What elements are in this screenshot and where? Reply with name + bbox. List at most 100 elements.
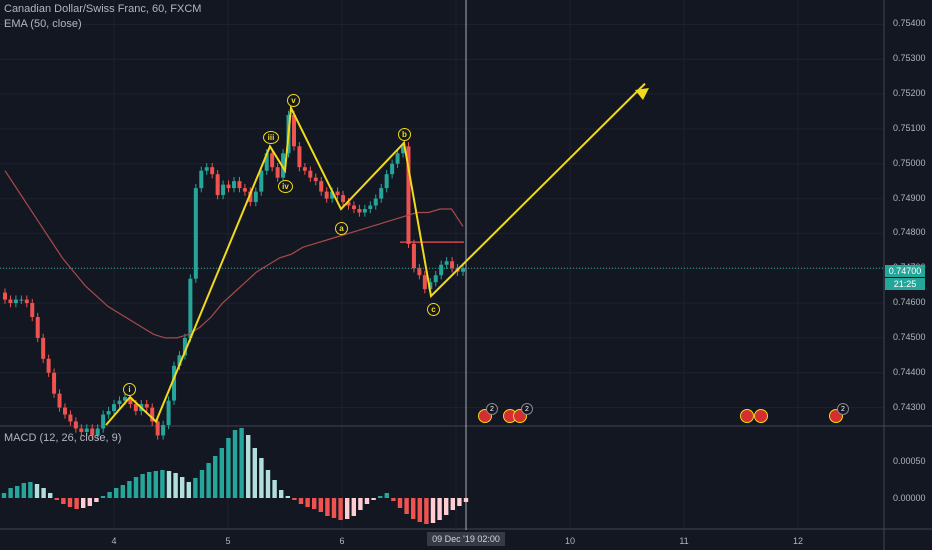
candle-body <box>133 404 138 412</box>
macd-bar <box>265 470 271 498</box>
event-flag-ca-2[interactable]: 2 <box>513 403 533 423</box>
price-tick: 0.74500 <box>893 331 926 342</box>
price-tick: 0.74600 <box>893 297 926 308</box>
macd-bar <box>424 498 429 524</box>
candle-body <box>68 414 73 422</box>
event-flag-ch[interactable]: 2 <box>478 403 498 423</box>
event-flag-ca-4[interactable] <box>754 409 768 423</box>
macd-bar <box>120 485 125 498</box>
macd-legend[interactable]: MACD (12, 26, close, 9) <box>4 432 122 444</box>
candle-body <box>52 372 57 394</box>
candle-body <box>161 425 166 436</box>
candle-body <box>150 407 155 422</box>
price-tick: 0.75100 <box>893 122 926 133</box>
candle-body <box>144 404 149 408</box>
candle-body <box>253 191 258 203</box>
macd-bar <box>94 498 99 502</box>
candle-body <box>433 275 438 283</box>
macd-bar <box>437 498 442 520</box>
current-price-badge: 0.74700 <box>885 265 925 277</box>
candle-body <box>62 407 67 415</box>
macd-bar <box>397 498 403 508</box>
candle-body <box>379 188 384 199</box>
candle-body <box>242 188 247 192</box>
wave-label-c[interactable]: c <box>427 303 440 316</box>
macd-bar <box>305 498 310 507</box>
macd-bar <box>298 498 304 504</box>
candle-body <box>188 278 193 338</box>
macd-bar <box>1 493 7 498</box>
macd-bar <box>87 498 92 506</box>
macd-bar <box>15 486 20 498</box>
candle-body <box>3 292 7 300</box>
macd-bar <box>285 496 290 498</box>
candle-body <box>248 191 253 203</box>
wave-label-a[interactable]: a <box>335 222 348 235</box>
candle-body <box>362 209 367 213</box>
candle-body <box>373 198 378 206</box>
price-tick: 0.75200 <box>893 88 926 99</box>
wave-label-iii[interactable]: iii <box>263 131 279 144</box>
elliott-wave-path <box>105 82 646 426</box>
macd-bar <box>61 498 66 504</box>
macd-bar <box>318 498 323 512</box>
macd-bar <box>430 498 436 523</box>
ema-legend[interactable]: EMA (50, close) <box>4 18 82 30</box>
wave-label-iv[interactable]: iv <box>278 180 293 193</box>
candle-body <box>308 170 313 178</box>
wave-label-b[interactable]: b <box>398 128 411 141</box>
event-flag-ca-3[interactable] <box>740 409 754 423</box>
wave-label-v[interactable]: v <box>287 94 300 107</box>
macd-bar <box>34 484 40 498</box>
candle-body <box>335 191 340 196</box>
candle-body <box>182 337 187 356</box>
wave-label-i[interactable]: i <box>123 383 136 396</box>
candle-body <box>324 191 329 199</box>
candle-body <box>395 153 400 164</box>
macd-bar <box>8 488 13 498</box>
candle-body <box>275 167 280 178</box>
event-count: 2 <box>486 403 498 415</box>
candle-body <box>24 299 29 304</box>
candle-body <box>13 299 18 304</box>
candle-body <box>215 174 220 196</box>
candle-body <box>461 268 465 272</box>
candle-body <box>319 181 324 192</box>
macd-bar <box>219 448 224 498</box>
macd-bar <box>391 498 396 501</box>
macd-bar <box>239 428 244 498</box>
candle-body <box>221 184 226 196</box>
candle-body <box>450 261 455 269</box>
macd-bar <box>252 448 257 498</box>
candle-body <box>30 303 35 318</box>
candle-body <box>35 317 40 338</box>
macd-bar <box>48 493 53 498</box>
macd-bar <box>186 482 191 498</box>
candle-body <box>210 167 215 175</box>
candle-body <box>41 337 46 359</box>
macd-bar <box>457 498 462 506</box>
candle-body <box>384 174 389 189</box>
countdown-badge: 21:25 <box>885 278 925 290</box>
candle-body <box>90 428 95 436</box>
macd-bar <box>232 430 238 498</box>
candle-body <box>259 170 264 192</box>
candle-body <box>357 209 362 213</box>
macd-bar <box>444 498 449 515</box>
macd-bar <box>331 498 337 518</box>
event-flag-ch-2[interactable]: 2 <box>829 403 849 423</box>
macd-bar <box>160 470 165 498</box>
macd-bar <box>279 490 284 498</box>
wave-target-arrowhead <box>635 88 649 100</box>
macd-bar <box>450 498 455 510</box>
macd-bar <box>351 498 356 516</box>
candle-body <box>193 188 198 279</box>
symbol-title[interactable]: Canadian Dollar/Swiss Franc, 60, FXCM <box>4 3 202 15</box>
macd-tick-1: 0.00000 <box>893 493 926 503</box>
candle-body <box>330 191 335 199</box>
macd-bar <box>384 493 389 498</box>
macd-bar <box>312 498 317 509</box>
macd-bar <box>358 498 363 510</box>
